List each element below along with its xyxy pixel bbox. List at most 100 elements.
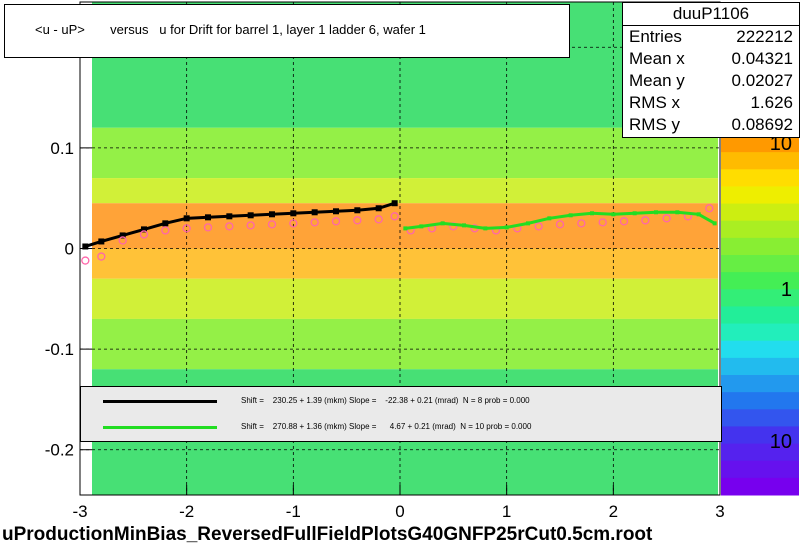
series-green-point-0 xyxy=(403,226,408,231)
palette-cell-20 xyxy=(721,477,799,496)
series-black-point-4 xyxy=(162,220,169,227)
stats-row-rms-y: RMS y 0.08692 xyxy=(629,115,793,134)
x-tick-label-2: -1 xyxy=(286,502,301,521)
series-green-line xyxy=(405,210,716,230)
series-green-point-1 xyxy=(419,224,424,229)
x-tick-label-5: 2 xyxy=(609,502,618,521)
palette-cell-18 xyxy=(721,443,799,462)
x-tick-label-4: 1 xyxy=(502,502,511,521)
series-pink-point-26 xyxy=(619,217,629,226)
palette-cell-2 xyxy=(721,169,799,187)
series-black-point-10 xyxy=(290,210,297,217)
palette-cell-7 xyxy=(721,255,799,273)
series-pink-point-0 xyxy=(81,256,90,265)
y-tick-label-2: 0 xyxy=(65,240,74,259)
stats-row-rms-x: RMS x 1.626 xyxy=(629,93,793,112)
series-black-point-11 xyxy=(311,209,318,216)
series-pink-point-6 xyxy=(203,223,213,232)
series-green-point-13 xyxy=(675,210,680,215)
x-tick-label-6: 3 xyxy=(715,502,724,521)
series-pink-point-24 xyxy=(577,219,586,228)
series-green-point-14 xyxy=(696,212,701,217)
series-pink-point-15 xyxy=(390,212,399,221)
series-pink-point-4 xyxy=(161,226,170,235)
series-green-point-4 xyxy=(483,226,488,231)
series-green-point-12 xyxy=(654,210,658,215)
palette-cell-8 xyxy=(721,272,799,290)
palette-cell-4 xyxy=(721,203,799,222)
palette-cell-17 xyxy=(721,426,799,445)
footer-filename: uProductionMinBias_ReversedFullFieldPlot… xyxy=(2,524,653,545)
y-tick-label-3: -0.1 xyxy=(45,340,74,359)
palette-cell-13 xyxy=(721,357,799,376)
palette-cell-1 xyxy=(721,152,799,170)
series-black-point-6 xyxy=(205,214,211,221)
series-pink-point-27 xyxy=(641,216,650,225)
series-green-point-15 xyxy=(712,221,717,226)
series-green-point-2 xyxy=(440,221,445,226)
y-tick-label-1: 0.1 xyxy=(50,139,74,158)
density-band-6 xyxy=(92,318,718,370)
palette-cell-10 xyxy=(721,306,799,325)
series-green-point-9 xyxy=(590,211,594,216)
series-pink-point-25 xyxy=(598,218,607,227)
series-green-point-11 xyxy=(632,211,637,216)
series-pink-point-14 xyxy=(374,215,383,224)
series-pink-point-7 xyxy=(225,222,234,231)
palette-cell-14 xyxy=(721,375,799,393)
palette-cell-5 xyxy=(721,220,799,239)
series-black-point-12 xyxy=(333,208,339,215)
density-band-4 xyxy=(92,248,718,279)
x-tick-label-3: 0 xyxy=(395,502,404,521)
series-pink-point-2 xyxy=(118,236,127,245)
stats-row-mean-y: Mean y 0.02027 xyxy=(629,71,793,90)
legend-text-green: Shift = 270.88 + 1.36 (mkm) Slope = 4.67… xyxy=(241,422,532,431)
palette-cell-11 xyxy=(721,323,799,342)
series-green-point-3 xyxy=(462,223,466,228)
series-green-point-5 xyxy=(504,225,509,230)
series-pink-point-23 xyxy=(555,220,565,229)
series-black-point-2 xyxy=(119,232,126,239)
stats-row-mean-x: Mean x 0.04321 xyxy=(629,49,793,68)
series-black-point-9 xyxy=(269,211,275,218)
series-pink-point-13 xyxy=(353,216,362,225)
density-band-2 xyxy=(92,178,718,204)
series-black-point-8 xyxy=(247,212,254,219)
density-band-5 xyxy=(92,278,718,319)
palette-cell-16 xyxy=(721,409,799,427)
series-green-point-8 xyxy=(568,213,573,218)
series-pink-point-12 xyxy=(331,217,341,226)
series-pink-point-28 xyxy=(662,214,671,223)
y-tick-label-4: -0.2 xyxy=(45,441,74,460)
plot-title-box: <u - uP> versus u for Drift for barrel 1… xyxy=(4,4,570,58)
series-black-point-7 xyxy=(226,213,233,220)
series-pink-point-3 xyxy=(139,230,149,239)
plot-title: <u - uP> versus u for Drift for barrel 1… xyxy=(35,22,426,37)
series-pink-point-9 xyxy=(267,220,277,229)
density-band-3 xyxy=(92,203,718,249)
palette-label-0: 10 xyxy=(770,133,792,155)
stats-name: duuP1106 xyxy=(623,3,799,26)
series-pink-point-1 xyxy=(97,252,106,261)
series-green-point-7 xyxy=(547,216,552,221)
series-pink-point-30 xyxy=(705,204,714,213)
palette-label-1: 1 xyxy=(781,279,792,301)
series-black-point-14 xyxy=(375,205,382,212)
palette-cell-15 xyxy=(721,392,799,410)
fit-legend: Shift = 230.25 + 1.39 (mkm) Slope = -22.… xyxy=(80,386,722,442)
series-green-point-6 xyxy=(526,221,530,226)
series-pink-point-5 xyxy=(182,224,191,233)
series-pink-point-11 xyxy=(310,218,319,227)
palette-cell-3 xyxy=(721,186,799,205)
legend-text-black: Shift = 230.25 + 1.39 (mkm) Slope = -22.… xyxy=(241,396,530,405)
series-black-line xyxy=(84,201,396,248)
x-tick-label-0: -3 xyxy=(72,502,87,521)
series-black-point-13 xyxy=(354,207,361,214)
stats-row-entries: Entries 222212 xyxy=(629,27,793,46)
palette-cell-19 xyxy=(721,460,799,479)
series-black-point-15 xyxy=(391,200,398,207)
legend-line-green xyxy=(103,426,217,429)
series-black-point-3 xyxy=(141,226,147,233)
stats-box: duuP1106 Entries 222212 Mean x 0.04321 Mea… xyxy=(622,2,800,138)
